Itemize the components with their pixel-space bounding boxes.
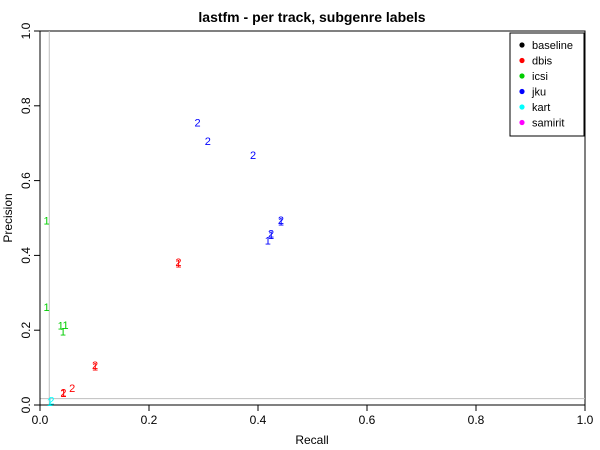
y-tick-label: 0.6 — [19, 172, 33, 189]
plot-frame — [39, 30, 586, 406]
x-tick-label: 1.0 — [577, 413, 594, 427]
x-tick-label: 0.4 — [250, 413, 267, 427]
data-point-jku: 2 — [250, 150, 256, 162]
legend-label-baseline: baseline — [532, 40, 573, 52]
data-point-icsi: 1 — [43, 302, 49, 314]
legend-marker-dbis — [519, 57, 525, 64]
legend-box — [509, 32, 585, 137]
data-point-dbis: 2 — [92, 360, 98, 372]
chart-title: lastfm - per track, subgenre labels — [198, 9, 425, 25]
y-tick-label: 0.8 — [19, 97, 33, 114]
legend-label-samirit: samirit — [532, 118, 564, 130]
data-point-jku: 2 — [278, 215, 284, 227]
legend-marker-icsi — [519, 73, 525, 79]
data-point-dbis: 2 — [175, 257, 181, 269]
y-axis-label: Precision — [1, 193, 15, 242]
data-point-dbis: 2 — [60, 387, 66, 399]
x-axis-label: Recall — [295, 433, 328, 447]
legend: baseline dbis icsi jku kart samirit — [509, 32, 585, 137]
data-point-kart: 2 — [48, 396, 54, 408]
legend-label-dbis: dbis — [532, 56, 553, 68]
y-tick-label: 1.0 — [19, 22, 33, 39]
data-point-jku: 1 — [278, 217, 284, 229]
y-tick-label: 0.2 — [19, 322, 33, 339]
legend-marker-jku — [519, 88, 525, 95]
x-tick-label: 0.6 — [359, 413, 376, 427]
legend-label-icsi: icsi — [532, 71, 548, 83]
legend-label-jku: jku — [531, 87, 546, 99]
legend-marker-baseline — [519, 42, 525, 48]
data-point-dbis: 1 — [92, 361, 98, 373]
x-tick-label: 0.8 — [468, 413, 485, 427]
legend-marker-kart — [519, 104, 525, 110]
data-point-jku: 2 — [194, 117, 200, 129]
data-point-kart: 1 — [47, 397, 53, 409]
data-point-icsi: 1 — [63, 320, 69, 332]
data-point-jku: 1 — [265, 235, 271, 247]
legend-label-kart: kart — [532, 102, 550, 114]
data-point-icsi: 1 — [58, 321, 64, 333]
x-tick-label: 0.0 — [32, 413, 49, 427]
y-tick-label: 0.4 — [19, 247, 33, 264]
x-tick-label: 0.2 — [141, 413, 158, 427]
data-point-jku: 2 — [268, 229, 274, 241]
data-point-dbis: 1 — [175, 259, 181, 271]
plot-area: 0.0 0.2 0.4 0.6 0.8 1.00.00.20.40.60.81.012 21… — [19, 22, 594, 427]
legend-marker-samirit — [519, 119, 525, 126]
data-point-jku: 2 — [205, 136, 211, 148]
data-point-icsi: 1 — [43, 216, 49, 228]
data-point-dbis: 1 — [60, 388, 66, 400]
data-point-icsi: 1 — [60, 326, 66, 338]
data-point-dbis: 2 — [69, 383, 75, 395]
data-point-jku: 1 — [268, 230, 274, 242]
y-tick-label: 0.0 — [19, 396, 33, 413]
